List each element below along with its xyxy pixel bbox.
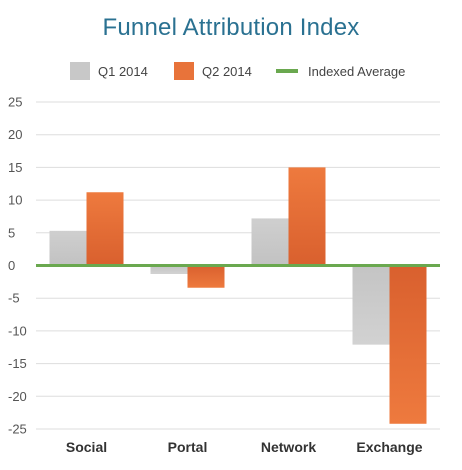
legend-item-q2: Q2 2014: [174, 62, 252, 80]
bar-q1-2014-social: [49, 230, 87, 266]
bar-q2-2014-network: [288, 167, 326, 266]
y-tick-label: 25: [8, 95, 22, 110]
legend-item-q1: Q1 2014: [70, 62, 148, 80]
y-tick-label: 15: [8, 160, 22, 175]
bar-q2-2014-social: [86, 192, 124, 266]
y-tick-label: 10: [8, 193, 22, 208]
y-tick-label: -20: [8, 389, 27, 404]
y-tick-label: 20: [8, 127, 22, 142]
bar-q2-2014-exchange: [389, 265, 427, 424]
x-category-label: Portal: [168, 439, 208, 455]
y-tick-label: -25: [8, 422, 27, 437]
legend-item-average: Indexed Average: [276, 62, 405, 80]
legend-label-q1: Q1 2014: [98, 63, 148, 79]
x-category-label: Exchange: [356, 439, 422, 455]
label-layer: 25 20 15 10 5 0 -5 -10 -15 -20 -25 Social Portal Netw…: [8, 95, 423, 456]
y-tick-label: -5: [8, 291, 20, 306]
bar-q1-2014-portal: [150, 265, 188, 275]
legend-swatch-q2: [174, 62, 194, 80]
y-tick-label: 5: [8, 225, 15, 240]
legend-label-q2: Q2 2014: [202, 63, 252, 79]
bar-layer: [49, 167, 427, 424]
bar-q1-2014-exchange: [352, 265, 390, 345]
bar-q1-2014-network: [251, 218, 289, 266]
legend-label-average: Indexed Average: [308, 63, 406, 79]
y-tick-label: -10: [8, 323, 27, 338]
bar-q2-2014-portal: [187, 265, 225, 288]
legend-line-average: [276, 69, 298, 73]
x-category-label: Social: [66, 439, 107, 455]
legend-swatch-q1: [70, 62, 90, 80]
legend: Q1 2014 Q2 2014 Indexed Average: [0, 62, 462, 80]
x-category-label: Network: [261, 439, 316, 455]
chart-title: Funnel Attribution Index: [102, 14, 360, 41]
y-tick-label: -15: [8, 356, 27, 371]
y-tick-label: 0: [8, 258, 15, 273]
